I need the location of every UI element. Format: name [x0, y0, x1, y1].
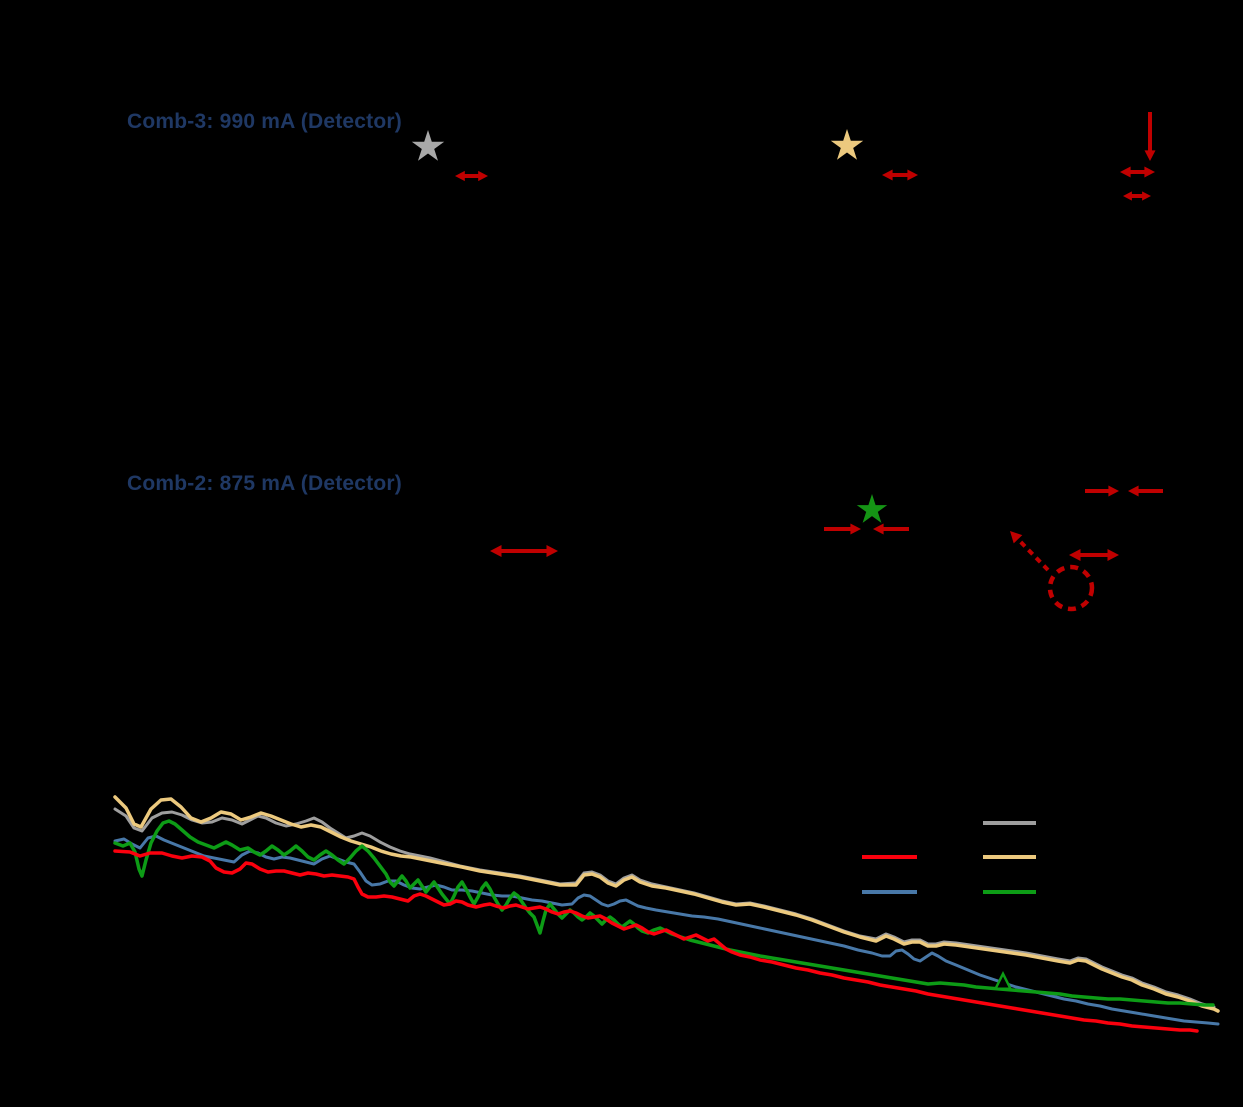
double-arrow-top-left-head2	[455, 170, 465, 182]
inward-arrow-left-of-star-head	[850, 523, 861, 535]
gray-star	[411, 130, 445, 161]
green-star	[856, 494, 888, 523]
dashed-arrow-from-circle-head	[1010, 531, 1023, 544]
triangle-marker	[993, 970, 1013, 990]
double-arrow-top-left-head	[478, 170, 488, 182]
double-arrow-top-right-2-head	[1142, 191, 1151, 201]
double-arrow-top-right-1-head2	[1120, 166, 1131, 178]
inward-arrow-right-pair-a-head	[1108, 485, 1119, 497]
dashed-arrow-from-circle-shaft	[1014, 536, 1050, 572]
inward-arrow-right-of-star-head	[873, 523, 884, 535]
series-gray	[113, 807, 1216, 1009]
double-arrow-mid-right-head2	[1069, 549, 1081, 561]
comb3-label: Comb-3: 990 mA (Detector)	[127, 110, 402, 133]
series-red	[113, 849, 1199, 1033]
inward-arrow-right-pair-b-head	[1128, 485, 1139, 497]
double-arrow-mid-left-head2	[490, 545, 502, 557]
double-arrow-top-right-2-head2	[1123, 191, 1132, 201]
series-green	[113, 819, 1215, 1007]
tan-star	[830, 129, 864, 160]
double-arrow-top-mid-head2	[882, 169, 893, 181]
double-arrow-mid-left-head	[546, 545, 558, 557]
comb2-label: Comb-2: 875 mA (Detector)	[127, 472, 402, 495]
dashed-circle	[1047, 564, 1095, 612]
down-arrow-head	[1144, 150, 1156, 161]
double-arrow-top-mid-head	[907, 169, 918, 181]
series-tan	[113, 795, 1220, 1013]
double-arrow-top-right-1-head	[1144, 166, 1155, 178]
double-arrow-mid-right-head	[1107, 549, 1119, 561]
series-blue	[113, 834, 1220, 1026]
